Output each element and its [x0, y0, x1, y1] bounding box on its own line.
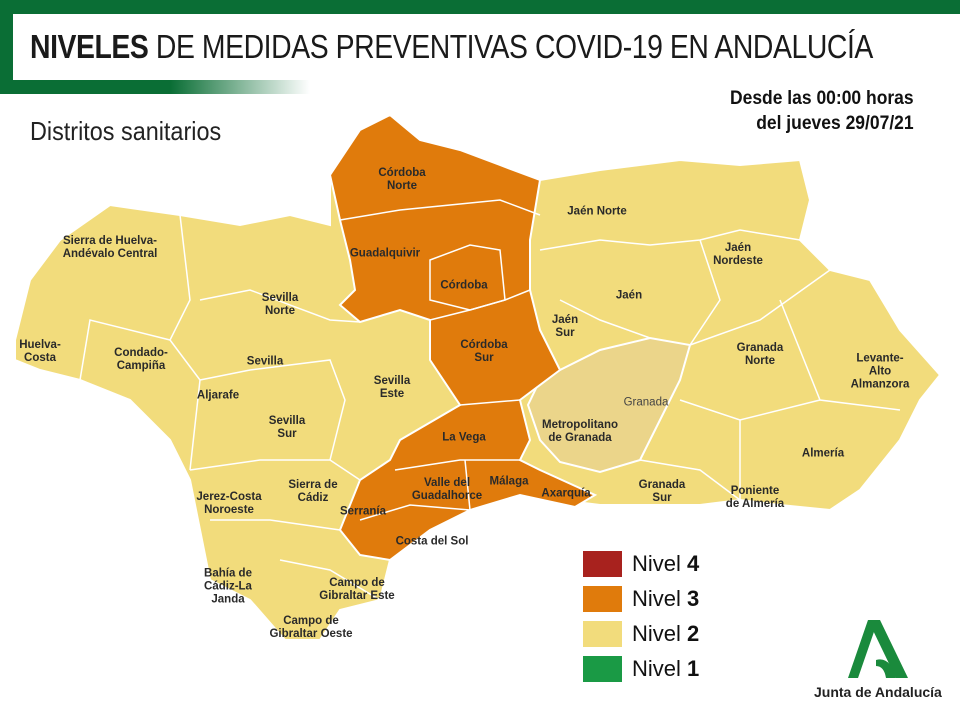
district-label: Huelva- Costa [19, 339, 61, 364]
district-label: Sevilla [246, 355, 284, 368]
legend-item-nivel-2: Nivel 2 [583, 616, 699, 651]
legend-swatch [583, 550, 622, 577]
legend-item-nivel-4: Nivel 4 [583, 546, 699, 581]
legend-item-nivel-3: Nivel 3 [583, 581, 699, 616]
district-label: Jaén Sur [551, 314, 579, 339]
district-label: Campo de Gibraltar Oeste [269, 615, 353, 640]
district-label: Jerez-Costa Noroeste [196, 491, 262, 516]
legend-text: Nivel [632, 655, 681, 681]
legend-label: Nivel 4 [632, 551, 699, 577]
legend-swatch [583, 585, 622, 612]
logo-text: Junta de Andalucía [814, 684, 942, 700]
district-label: Málaga [489, 475, 529, 488]
legend-number: 4 [687, 550, 700, 576]
junta-andalucia-logo-icon [848, 620, 908, 678]
legend-swatch [583, 655, 622, 682]
district-label: Condado- Campiña [114, 347, 168, 372]
header-gradient-bar [0, 80, 310, 94]
district-label: Granada Sur [638, 479, 686, 504]
legend-label: Nivel 3 [632, 586, 699, 612]
district-label: Córdoba [440, 279, 488, 292]
district-label: Serranía [339, 505, 387, 518]
district-label: La Vega [442, 431, 486, 444]
legend-text: Nivel [632, 550, 681, 576]
legend-number: 3 [687, 585, 700, 611]
legend-label: Nivel 1 [632, 656, 699, 682]
effective-date: Desde las 00:00 horas del jueves 29/07/2… [730, 88, 914, 134]
district-label: Sierra de Cádiz [288, 479, 338, 504]
legend-swatch [583, 620, 622, 647]
legend-number: 1 [687, 655, 700, 681]
title-bold: NIVELES [30, 28, 149, 65]
district-label: Costa del Sol [395, 535, 469, 548]
legend-label: Nivel 2 [632, 621, 699, 647]
district-label: Jaén [615, 289, 643, 302]
region-metropolitano-granada [526, 336, 692, 474]
district-label: Córdoba Norte [378, 167, 426, 192]
district-label: Metropolitano de Granada [541, 419, 619, 444]
district-label: Córdoba Sur [460, 339, 508, 364]
district-label: Jaén Nordeste [713, 242, 763, 267]
district-label: Axarquía [541, 487, 591, 500]
district-label: Almería [801, 447, 845, 460]
district-label: Sevilla Sur [268, 415, 306, 440]
district-label: Sevilla Este [373, 375, 411, 400]
district-label: Guadalquivir [349, 247, 421, 260]
district-label: Valle del Guadalhorce [411, 477, 483, 502]
city-label-granada: Granada [623, 396, 669, 409]
district-label: Bahía de Cádiz-La Janda [204, 567, 252, 606]
district-label: Granada Norte [736, 342, 784, 367]
district-label: Sevilla Norte [261, 292, 299, 317]
district-label: Levante- Alto Almanzora [850, 352, 910, 391]
page-title: NIVELES DE MEDIDAS PREVENTIVAS COVID-19 … [30, 28, 873, 66]
district-label: Jaén Norte [567, 205, 627, 218]
legend-text: Nivel [632, 585, 681, 611]
district-label: Sierra de Huelva- Andévalo Central [62, 235, 158, 260]
legend: Nivel 4 Nivel 3 Nivel 2 Nivel 1 [583, 546, 699, 686]
header-left-bar [0, 14, 13, 94]
region-level-3 [328, 113, 598, 562]
legend-item-nivel-1: Nivel 1 [583, 651, 699, 686]
district-label: Aljarafe [196, 389, 240, 402]
district-label: Campo de Gibraltar Este [319, 577, 395, 602]
map-subtitle: Distritos sanitarios [30, 116, 222, 146]
district-label: Poniente de Almería [725, 485, 785, 510]
legend-text: Nivel [632, 620, 681, 646]
legend-number: 2 [687, 620, 700, 646]
header-top-bar [0, 0, 960, 14]
district-borders [79, 199, 901, 601]
title-rest: DE MEDIDAS PREVENTIVAS COVID-19 EN ANDAL… [155, 28, 873, 65]
